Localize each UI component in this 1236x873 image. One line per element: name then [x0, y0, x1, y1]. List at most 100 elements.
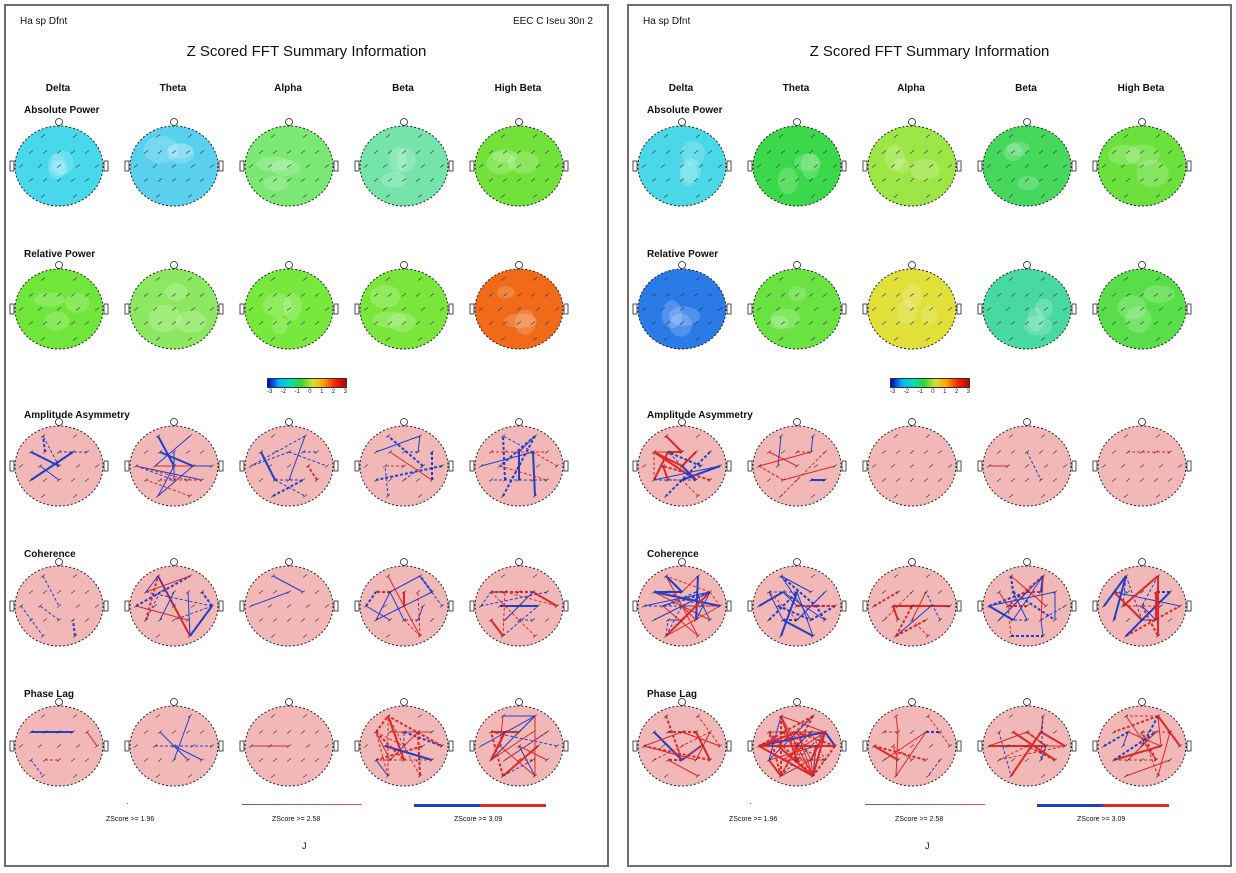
- header-left: Ha sp Dfnt: [643, 16, 691, 27]
- head-map-absolute-power-high-beta: [1092, 118, 1192, 207]
- head-map-absolute-power-theta: [124, 118, 224, 207]
- row-label-absolute-power: Absolute Power: [647, 105, 723, 116]
- head-map-phase-lag-beta: [354, 698, 454, 787]
- head-map-absolute-power-high-beta: [469, 118, 569, 207]
- legend-line-309: [1037, 804, 1169, 807]
- band-label-beta: Beta: [1015, 83, 1037, 94]
- head-map-absolute-power-beta: [977, 118, 1077, 207]
- zscore-color-scale: -3 -2 -1 0 1 2 3: [890, 378, 970, 395]
- legend-line-309: [414, 804, 546, 807]
- legend-label-309: ZScore >= 3.09: [1077, 816, 1126, 823]
- head-map-coherence-high-beta: [469, 558, 569, 647]
- legend-line-258: [242, 804, 362, 805]
- scale-tick: 1: [320, 389, 324, 395]
- row-label-coherence: Coherence: [647, 549, 699, 560]
- row-label-relative-power: Relative Power: [24, 249, 96, 260]
- band-label-theta: Theta: [782, 83, 810, 94]
- head-map-absolute-power-beta: [354, 118, 454, 207]
- band-label-high-beta: High Beta: [494, 83, 542, 94]
- band-label-high-beta: High Beta: [1117, 83, 1165, 94]
- scale-tick: 2: [954, 389, 959, 395]
- head-map-coherence-delta: [632, 558, 732, 647]
- scale-tick: -3: [267, 389, 273, 395]
- page-title: Z Scored FFT Summary Information: [186, 43, 427, 60]
- band-label-alpha: Alpha: [274, 83, 302, 94]
- head-map-absolute-power-alpha: [862, 118, 962, 207]
- head-map-phase-lag-theta: [124, 698, 224, 787]
- color-scale-bar: [890, 378, 970, 388]
- row-label-coherence: Coherence: [24, 549, 76, 560]
- head-map-coherence-beta: [977, 558, 1077, 647]
- band-label-beta: Beta: [392, 83, 414, 94]
- report-panel-right: Ha sp Dfnt Z Scored FFT Summary Informat…: [627, 4, 1232, 867]
- scale-tick: 0: [308, 389, 312, 395]
- head-map-amplitude-asymmetry-delta: [9, 418, 109, 507]
- head-map-amplitude-asymmetry-high-beta: [469, 418, 569, 507]
- head-map-phase-lag-high-beta: [1092, 698, 1192, 787]
- head-map-phase-lag-theta: [747, 698, 847, 787]
- scale-tick: -2: [903, 389, 910, 395]
- head-map-absolute-power-theta: [747, 118, 847, 207]
- head-map-phase-lag-alpha: [862, 698, 962, 787]
- head-map-phase-lag-beta: [977, 698, 1077, 787]
- row-label-phase-lag: Phase Lag: [24, 689, 75, 700]
- row-label-amplitude-asymmetry: Amplitude Asymmetry: [647, 410, 753, 421]
- band-label-theta: Theta: [159, 83, 187, 94]
- legend-marker: ·: [749, 799, 752, 808]
- scale-tick: 0: [931, 389, 935, 395]
- head-map-relative-power-theta: [747, 261, 847, 350]
- color-scale-bar: [267, 378, 347, 388]
- head-map-relative-power-alpha: [862, 261, 962, 350]
- legend-label-196: ZScore >= 1.96: [729, 816, 778, 823]
- row-label-amplitude-asymmetry: Amplitude Asymmetry: [24, 410, 130, 421]
- band-label-delta: Delta: [668, 83, 694, 94]
- head-map-relative-power-beta: [354, 261, 454, 350]
- head-map-amplitude-asymmetry-theta: [124, 418, 224, 507]
- scale-tick: -3: [890, 389, 896, 395]
- head-map-coherence-alpha: [239, 558, 339, 647]
- head-map-coherence-theta: [124, 558, 224, 647]
- head-map-coherence-alpha: [862, 558, 962, 647]
- head-map-amplitude-asymmetry-delta: [632, 418, 732, 507]
- head-map-amplitude-asymmetry-beta: [354, 418, 454, 507]
- head-map-amplitude-asymmetry-beta: [977, 418, 1077, 507]
- head-map-relative-power-delta: [632, 261, 732, 350]
- scale-tick: 1: [943, 389, 947, 395]
- head-map-relative-power-high-beta: [469, 261, 569, 350]
- scale-tick: 3: [966, 389, 970, 395]
- report-panel-left: Ha sp Dfnt EEC C Iseu 30n 2 Z Scored FFT…: [4, 4, 609, 867]
- head-map-phase-lag-alpha: [239, 698, 339, 787]
- head-map-phase-lag-high-beta: [469, 698, 569, 787]
- head-map-relative-power-beta: [977, 261, 1077, 350]
- legend-line-258: [865, 804, 985, 805]
- zscore-color-scale: -3 -2 -1 0 1 2 3: [267, 378, 347, 395]
- head-map-phase-lag-delta: [632, 698, 732, 787]
- legend-label-309: ZScore >= 3.09: [454, 816, 503, 823]
- header-left: Ha sp Dfnt: [20, 16, 68, 27]
- legend-label-258: ZScore >= 2.58: [895, 816, 944, 823]
- row-label-absolute-power: Absolute Power: [24, 105, 100, 116]
- head-map-relative-power-alpha: [239, 261, 339, 350]
- scale-tick: -1: [294, 389, 300, 395]
- head-map-coherence-theta: [747, 558, 847, 647]
- head-map-relative-power-high-beta: [1092, 261, 1192, 350]
- head-map-coherence-high-beta: [1092, 558, 1192, 647]
- scale-tick: -2: [280, 389, 287, 395]
- page-number: J: [925, 841, 930, 851]
- head-map-amplitude-asymmetry-alpha: [239, 418, 339, 507]
- head-map-absolute-power-alpha: [239, 118, 339, 207]
- band-label-delta: Delta: [45, 83, 71, 94]
- row-label-relative-power: Relative Power: [647, 249, 719, 260]
- page-number: J: [302, 841, 307, 851]
- head-map-amplitude-asymmetry-theta: [747, 418, 847, 507]
- page-title: Z Scored FFT Summary Information: [809, 43, 1050, 60]
- head-map-absolute-power-delta: [9, 118, 109, 207]
- legend-label-258: ZScore >= 2.58: [272, 816, 321, 823]
- head-map-absolute-power-delta: [632, 118, 732, 207]
- head-map-coherence-delta: [9, 558, 109, 647]
- head-map-amplitude-asymmetry-high-beta: [1092, 418, 1192, 507]
- band-label-alpha: Alpha: [897, 83, 925, 94]
- head-map-relative-power-delta: [9, 261, 109, 350]
- head-map-amplitude-asymmetry-alpha: [862, 418, 962, 507]
- scale-tick: -1: [917, 389, 923, 395]
